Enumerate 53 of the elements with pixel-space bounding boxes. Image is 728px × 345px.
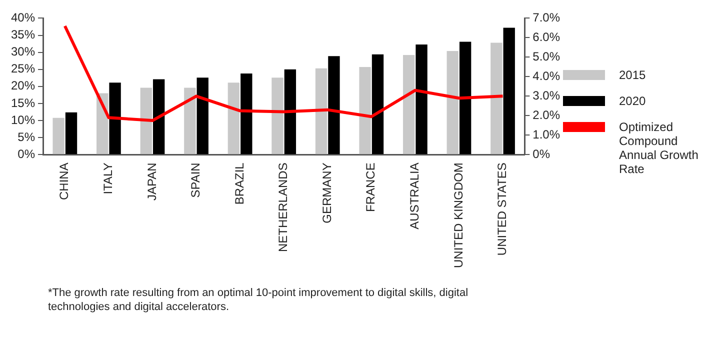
bar xyxy=(459,42,472,154)
text: *The growth rate resulting from an optimal 10-point improvement to digital skills, digital technologies and digital accelerators. xyxy=(48,286,470,314)
legend-label: 2020 xyxy=(619,94,646,108)
y-tick-label: 35% xyxy=(10,28,36,42)
x-tick-label: FRANCE xyxy=(364,162,378,212)
y2-tick-label: 0% xyxy=(532,146,550,161)
bar xyxy=(490,42,502,154)
x-tick-label: UNITED STATES xyxy=(495,162,510,256)
y2-tick-label: 7.0% xyxy=(532,10,560,25)
x-tick-label: SPAIN xyxy=(188,162,203,198)
bar xyxy=(416,44,428,154)
y2-tick-label: 4.0% xyxy=(532,69,560,83)
x-tick-label: JAPAN xyxy=(144,162,159,200)
x-tick-label: AUSTRALIA xyxy=(408,162,422,230)
bar xyxy=(402,55,415,154)
y2-tick-label: 6.0% xyxy=(532,30,560,44)
bar xyxy=(503,28,515,154)
bar xyxy=(272,78,284,154)
bar xyxy=(372,54,384,154)
y2-tick-label: 3.0% xyxy=(532,88,560,102)
bar xyxy=(52,118,64,154)
bar xyxy=(65,112,78,154)
legend-label: 2015 xyxy=(619,68,646,82)
x-tick-label: ITALY xyxy=(101,162,116,194)
y-tick-label: 25% xyxy=(10,62,36,76)
x-tick-label: GERMANY xyxy=(320,162,334,224)
bar xyxy=(140,88,152,154)
bar xyxy=(184,88,196,154)
y-tick-label: 10% xyxy=(10,112,36,127)
bar xyxy=(196,78,208,154)
x-tick-label: NETHERLANDS xyxy=(276,162,290,252)
x-tick-label: CHINA xyxy=(57,162,72,200)
bar xyxy=(359,66,371,154)
bar xyxy=(152,79,165,154)
bar xyxy=(284,69,296,154)
bar xyxy=(328,56,340,154)
y2-tick-label: 1.0% xyxy=(532,127,560,142)
bar xyxy=(240,73,252,154)
x-tick-label: BRAZIL xyxy=(232,162,246,205)
legend-label: Optimized Compound Annual Growth Rate xyxy=(619,120,700,176)
y-tick-label: 0% xyxy=(18,146,36,161)
y2-tick-label: 2.0% xyxy=(532,108,560,122)
x-tick-label: UNITED KINGDOM xyxy=(451,162,466,268)
y-tick-label: 5% xyxy=(18,130,36,144)
bar xyxy=(228,82,240,154)
bar xyxy=(446,50,458,154)
y-tick-label: 20% xyxy=(10,78,36,93)
y2-tick-label: 5.0% xyxy=(532,50,560,64)
y-tick-label: 40% xyxy=(10,10,36,25)
bar xyxy=(109,82,121,154)
y-tick-label: 15% xyxy=(10,96,36,110)
bar xyxy=(315,68,328,154)
y-tick-label: 30% xyxy=(10,44,36,59)
